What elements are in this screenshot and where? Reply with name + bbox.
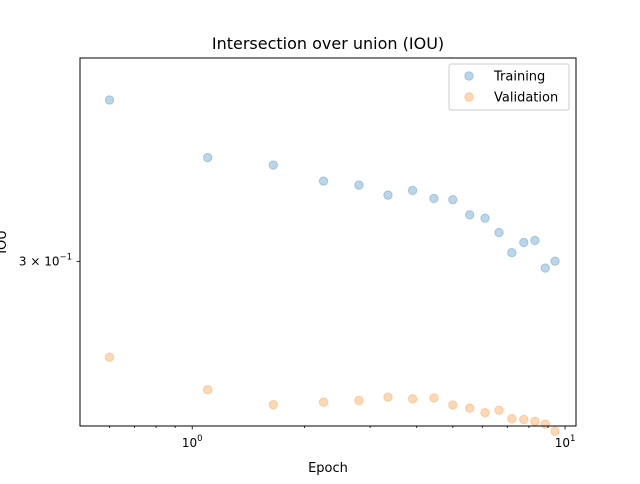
point-validation-10 [465,403,475,413]
point-validation-15 [530,416,540,426]
point-training-4 [318,176,329,186]
point-validation-5 [354,395,364,406]
point-training-11 [480,213,490,223]
y-tick-label: 3 × 10−1 [19,252,72,268]
legend: Training Validation [448,63,570,111]
plot-frame [79,57,577,427]
point-training-6 [383,190,393,200]
legend-marker-training [464,71,474,81]
y-axis: 3 × 10−1 [19,252,80,268]
point-validation-12 [494,405,504,415]
legend-box [448,63,570,111]
data-layer [104,95,560,436]
point-training-15 [530,235,540,246]
point-training-10 [465,210,475,220]
point-training-17 [550,256,560,266]
point-training-2 [202,152,213,163]
legend-label-validation: Validation [494,91,558,106]
legend-label-training: Training [493,70,545,85]
chart-title: Intersection over union (IOU) [212,34,444,53]
point-validation-14 [519,414,529,425]
y-axis-label: IOU [0,230,10,254]
point-training-12 [494,227,504,238]
point-validation-7 [407,394,418,404]
point-training-1 [104,95,115,105]
point-validation-17 [550,426,560,436]
point-validation-1 [104,352,115,362]
point-training-14 [519,237,529,248]
point-validation-4 [318,397,329,407]
point-training-5 [354,180,364,190]
point-training-7 [407,185,418,196]
point-validation-8 [429,393,439,403]
point-validation-9 [448,400,458,410]
point-validation-11 [480,407,490,418]
x-axis-label: Epoch [308,461,348,476]
point-training-8 [429,193,439,204]
point-training-16 [540,263,550,273]
point-training-3 [268,160,279,170]
point-training-9 [448,194,458,205]
point-validation-13 [507,414,517,424]
point-validation-3 [268,399,279,410]
series-training [104,95,560,273]
point-validation-6 [383,392,393,402]
legend-marker-validation [464,92,474,102]
point-validation-2 [202,384,213,395]
series-validation [104,352,560,436]
point-training-13 [507,247,517,258]
